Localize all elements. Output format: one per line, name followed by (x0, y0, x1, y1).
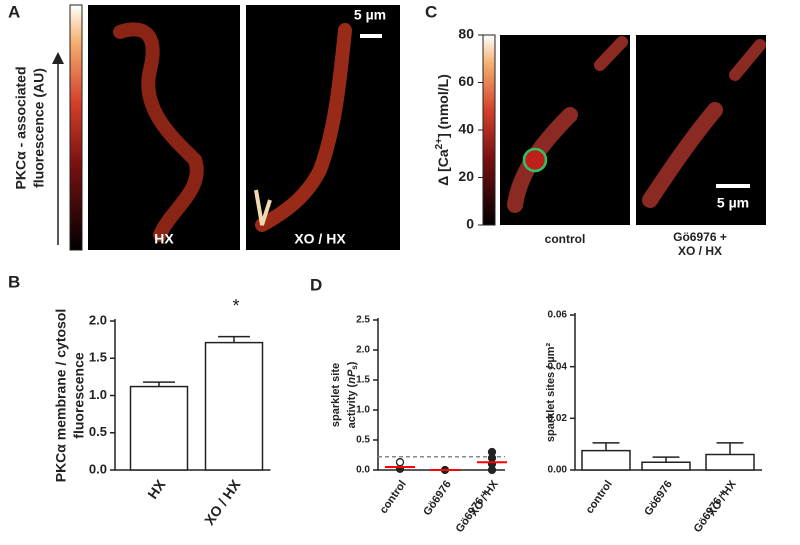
y-label-part: ) (346, 361, 358, 365)
y-label-sup: 2+ (434, 138, 445, 150)
cell-peak (254, 189, 272, 226)
scale-label: 5 µm (354, 7, 386, 23)
tick-label: 80 (458, 26, 474, 42)
x-tick-label: HX (144, 476, 169, 502)
y-label-part: s (350, 365, 359, 370)
image-label: Gö6976 + (673, 230, 727, 244)
y-tick-label: 0.0 (356, 465, 370, 476)
bar (129, 385, 189, 471)
image-label: XO / HX (678, 244, 722, 258)
x-tick-label: Gö6976 (642, 479, 675, 518)
scale-label: 5 µm (717, 195, 749, 211)
x-tick-label: control (584, 479, 615, 516)
image-label: control (545, 232, 586, 246)
axis (574, 313, 762, 471)
tick-label: 40 (458, 121, 474, 137)
annotation: * (232, 296, 239, 316)
image (246, 5, 400, 250)
cell (594, 36, 628, 71)
y-tick-label: 1.5 (356, 375, 370, 386)
panel-label: C (425, 2, 437, 21)
y-label: fluorescence (AU) (31, 68, 47, 188)
error-bar (716, 442, 744, 455)
y-label: sparklet site (330, 363, 342, 427)
y-label: sparklet sites / µm² (545, 343, 557, 443)
y-tick-label: 0.5 (89, 424, 107, 439)
y-label-part: Δ [Ca (435, 149, 451, 186)
bar (204, 341, 264, 471)
y-label: PKCα membrane / cytosol (53, 309, 69, 483)
y-tick-label: 2.0 (89, 312, 107, 327)
cell (642, 102, 723, 208)
image-label: HX (154, 231, 174, 247)
bar (581, 449, 631, 471)
colorbar (482, 34, 496, 226)
y-tick-label: 0.06 (548, 310, 568, 321)
x-tick-label: XO / HX (201, 476, 244, 528)
roi (522, 147, 548, 173)
y-tick-label: 1.0 (89, 387, 107, 402)
x-tick-label: Gö6976 (421, 479, 454, 518)
y-tick-label: 2.0 (356, 345, 370, 356)
x-tick-label: control (378, 479, 409, 516)
cell (255, 23, 352, 232)
y-label: fluorescence (71, 352, 87, 439)
point (487, 447, 497, 457)
tick-label: 60 (458, 73, 474, 89)
axis (377, 318, 505, 471)
tick-label: 0 (466, 216, 474, 232)
arrow-head (52, 52, 64, 64)
panel-label: A (8, 2, 20, 21)
y-label-part: ] (nmol/L) (435, 74, 451, 138)
cell (113, 22, 204, 242)
y-tick-label: 0.04 (548, 361, 568, 372)
cell (729, 39, 766, 81)
colorbar (69, 4, 83, 251)
y-tick-label: 1.5 (89, 350, 107, 365)
image-label: XO / HX (294, 231, 346, 247)
y-label-part: nP (346, 369, 358, 384)
bar (641, 461, 691, 471)
y-tick-label: 0.5 (356, 435, 370, 446)
y-tick-label: 0.02 (548, 413, 568, 424)
y-tick-label: 1.0 (356, 405, 370, 416)
panel-label: B (8, 272, 20, 291)
error-bar (652, 456, 680, 463)
x-tick-label: XO / HX (706, 478, 739, 518)
bar (705, 453, 755, 471)
error-bar (218, 335, 250, 343)
y-label-part: activity ( (346, 383, 358, 428)
error-bar (592, 442, 620, 451)
y-label: activity (nPs) (346, 361, 359, 428)
y-tick-label: 2.5 (356, 315, 370, 326)
y-tick-label: 0.0 (89, 461, 107, 476)
error-bar (143, 381, 175, 387)
x-tick-label: XO / HX (468, 478, 501, 518)
point (395, 458, 405, 467)
y-label: Δ [Ca2+] (nmol/L) (434, 74, 451, 186)
tick-label: 20 (458, 168, 474, 184)
panel-label: D (310, 275, 322, 294)
y-tick-label: 0.00 (548, 465, 568, 476)
y-label: PKCα - associated (13, 67, 29, 190)
